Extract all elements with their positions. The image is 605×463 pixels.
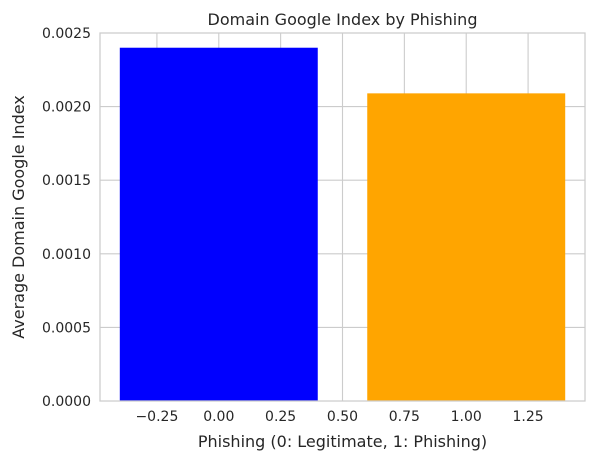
bar-1 <box>367 93 566 402</box>
y-tick-label: 0.0000 <box>42 394 91 410</box>
y-axis-label: Average Domain Google Index <box>9 95 28 339</box>
x-tick-label: 0.75 <box>389 409 420 425</box>
x-tick-label: 1.25 <box>513 409 544 425</box>
plot-frame <box>99 32 586 402</box>
x-tick-label: 0.25 <box>265 409 296 425</box>
x-tick-label: 1.00 <box>451 409 482 425</box>
y-tick-label: 0.0015 <box>42 173 91 189</box>
y-tick-label: 0.0005 <box>42 320 91 336</box>
x-tick-label: 0.00 <box>203 409 234 425</box>
y-tick-label: 0.0025 <box>42 26 91 42</box>
x-tick-label: 0.50 <box>327 409 358 425</box>
y-tick-label: 0.0020 <box>42 100 91 116</box>
x-tick-labels: −0.25 0.00 0.25 0.50 0.75 1.00 1.25 <box>135 409 543 425</box>
bars <box>119 47 566 402</box>
y-tick-labels: 0.0000 0.0005 0.0010 0.0015 0.0020 0.0025 <box>42 26 91 410</box>
x-axis-label: Phishing (0: Legitimate, 1: Phishing) <box>198 432 487 451</box>
bar-0 <box>119 47 318 401</box>
y-tick-label: 0.0010 <box>42 247 91 263</box>
x-tick-label: −0.25 <box>135 409 178 425</box>
chart-title: Domain Google Index by Phishing <box>208 10 478 29</box>
